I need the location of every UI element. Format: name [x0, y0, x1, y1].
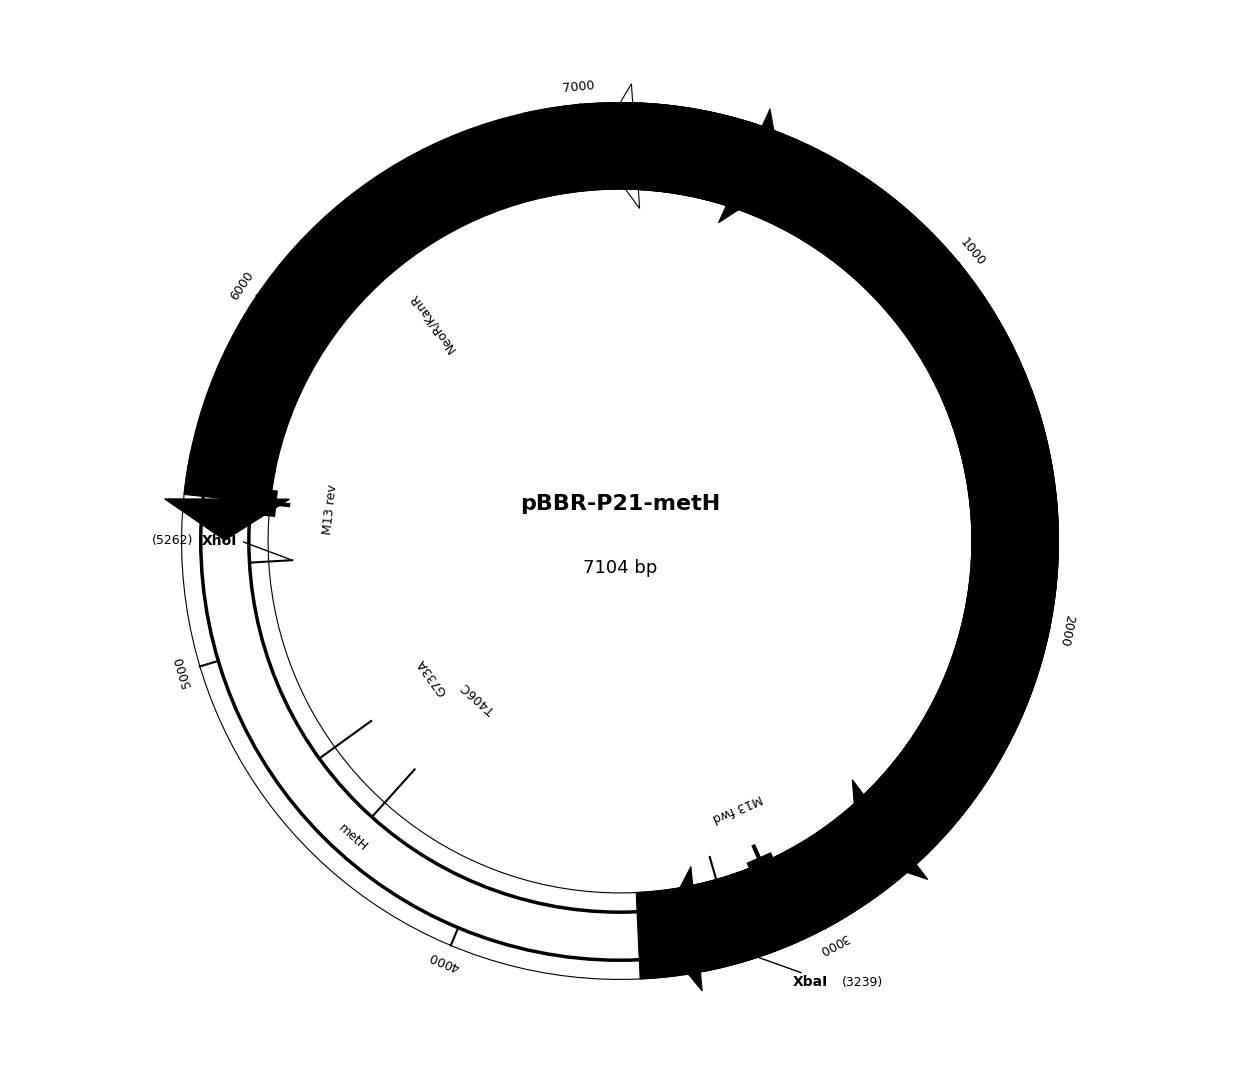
Text: 7000: 7000	[562, 79, 595, 95]
Polygon shape	[688, 844, 842, 972]
Text: G733A: G733A	[414, 657, 449, 698]
Text: (3239): (3239)	[842, 976, 883, 989]
Text: T406C: T406C	[460, 679, 498, 716]
Text: XbaI: XbaI	[794, 975, 828, 989]
Text: 5000: 5000	[172, 655, 195, 688]
Polygon shape	[522, 103, 758, 207]
Text: 2000: 2000	[1058, 613, 1076, 647]
Text: (5262): (5262)	[153, 535, 193, 547]
Text: 4000: 4000	[427, 949, 461, 974]
Polygon shape	[861, 391, 1059, 861]
Polygon shape	[181, 103, 1059, 979]
Text: 7104 bp: 7104 bp	[583, 558, 657, 577]
Text: M13 rev: M13 rev	[321, 484, 340, 536]
Circle shape	[180, 101, 1060, 981]
Text: 6000: 6000	[228, 269, 257, 303]
Text: 1000: 1000	[957, 236, 987, 268]
Polygon shape	[184, 103, 1059, 979]
Polygon shape	[746, 853, 776, 874]
Polygon shape	[263, 489, 278, 517]
Polygon shape	[165, 499, 289, 540]
Polygon shape	[594, 83, 640, 209]
Text: pBBR-P21-metH: pBBR-P21-metH	[520, 493, 720, 514]
Text: 3000: 3000	[817, 931, 851, 956]
Text: XhoI: XhoI	[201, 535, 237, 547]
Text: metH: metH	[336, 822, 370, 855]
Text: M13 fwd: M13 fwd	[711, 791, 764, 824]
Polygon shape	[656, 867, 702, 991]
Polygon shape	[718, 109, 782, 223]
Polygon shape	[852, 780, 928, 880]
Text: NeoR/KanR: NeoR/KanR	[405, 290, 458, 355]
